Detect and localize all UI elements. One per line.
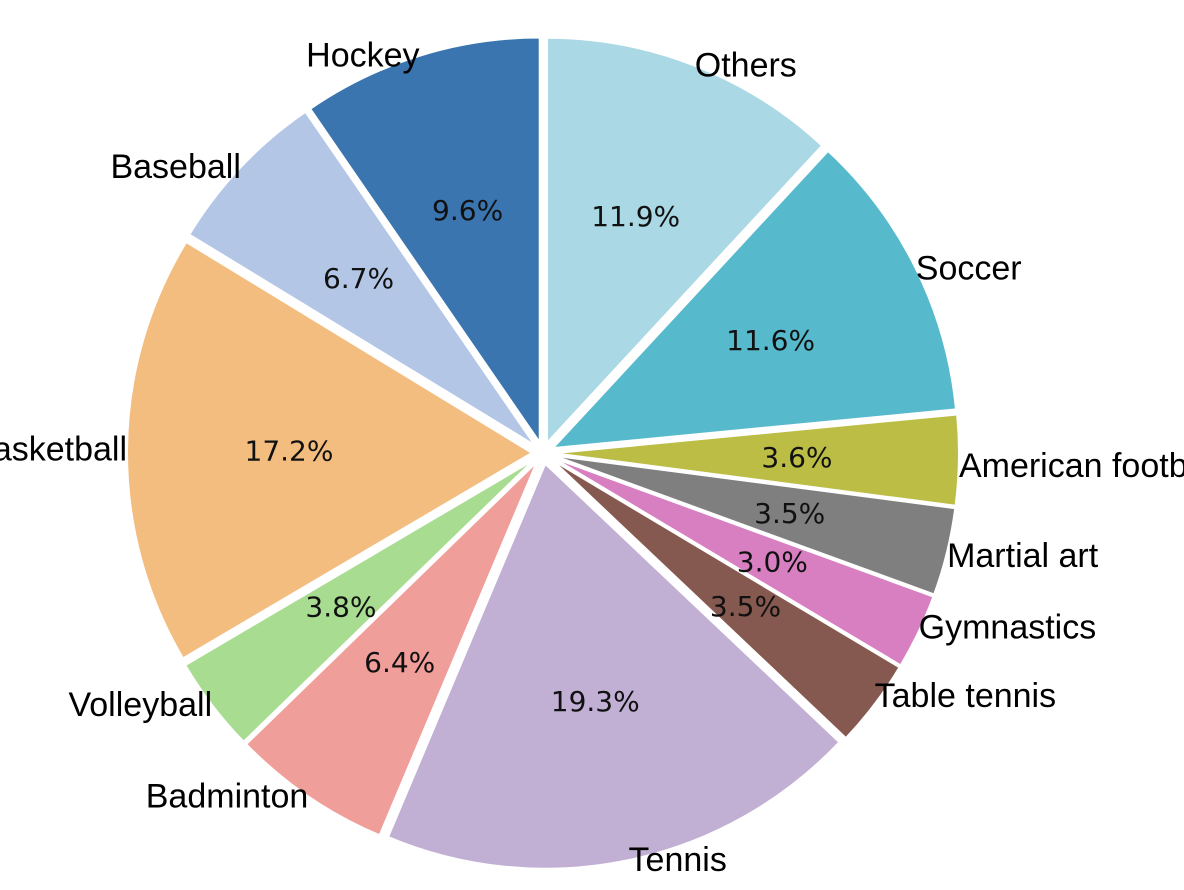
- category-label-hockey: Hockey: [306, 37, 419, 75]
- pct-label-others: 11.9%: [591, 200, 680, 233]
- pct-label-american-football: 3.6%: [761, 441, 832, 474]
- category-label-basketball: Basketball: [0, 431, 127, 469]
- pct-label-hockey: 9.6%: [432, 194, 503, 227]
- pie-slice-tennis: [386, 462, 841, 870]
- category-label-volleyball: Volleyball: [68, 686, 212, 724]
- category-label-martial-art: Martial art: [947, 537, 1099, 575]
- pct-label-soccer: 11.6%: [726, 324, 815, 357]
- pct-label-table-tennis: 3.5%: [710, 590, 781, 623]
- pie-slice-badminton: [244, 461, 538, 837]
- labels-layer: 9.6% Hockey 6.7% Baseball 17.2% Basketball 3.8…: [0, 37, 1184, 879]
- pct-label-gymnastics: 3.0%: [737, 546, 808, 579]
- pie-slice-gymnastics: [552, 456, 935, 667]
- pie-slice-martial-art: [553, 454, 957, 596]
- pie-slice-basketball: [126, 240, 534, 660]
- pie-slice-baseball: [187, 110, 536, 447]
- pie-slice-others: [546, 36, 824, 446]
- pct-label-basketball: 17.2%: [245, 435, 334, 468]
- slices-layer: [126, 36, 960, 870]
- pie-slice-table-tennis: [551, 458, 901, 740]
- pct-label-martial-art: 3.5%: [754, 497, 825, 530]
- pie-slice-soccer: [550, 149, 958, 450]
- pct-label-volleyball: 3.8%: [305, 590, 376, 623]
- pie-slice-american-football: [553, 413, 960, 507]
- category-label-soccer: Soccer: [916, 249, 1022, 287]
- category-label-badminton: Badminton: [146, 777, 309, 815]
- category-label-gymnastics: Gymnastics: [919, 609, 1097, 647]
- pct-label-baseball: 6.7%: [323, 262, 394, 295]
- category-label-others: Others: [695, 47, 797, 85]
- pie-slice-hockey: [308, 36, 541, 446]
- pct-label-badminton: 6.4%: [364, 646, 435, 679]
- pct-label-tennis: 19.3%: [551, 685, 640, 718]
- category-label-baseball: Baseball: [110, 148, 240, 186]
- pie-slice-volleyball: [183, 458, 535, 744]
- category-label-table-tennis: Table tennis: [875, 677, 1056, 715]
- category-label-tennis: Tennis: [629, 841, 727, 879]
- category-label-american-football: American football: [959, 447, 1184, 485]
